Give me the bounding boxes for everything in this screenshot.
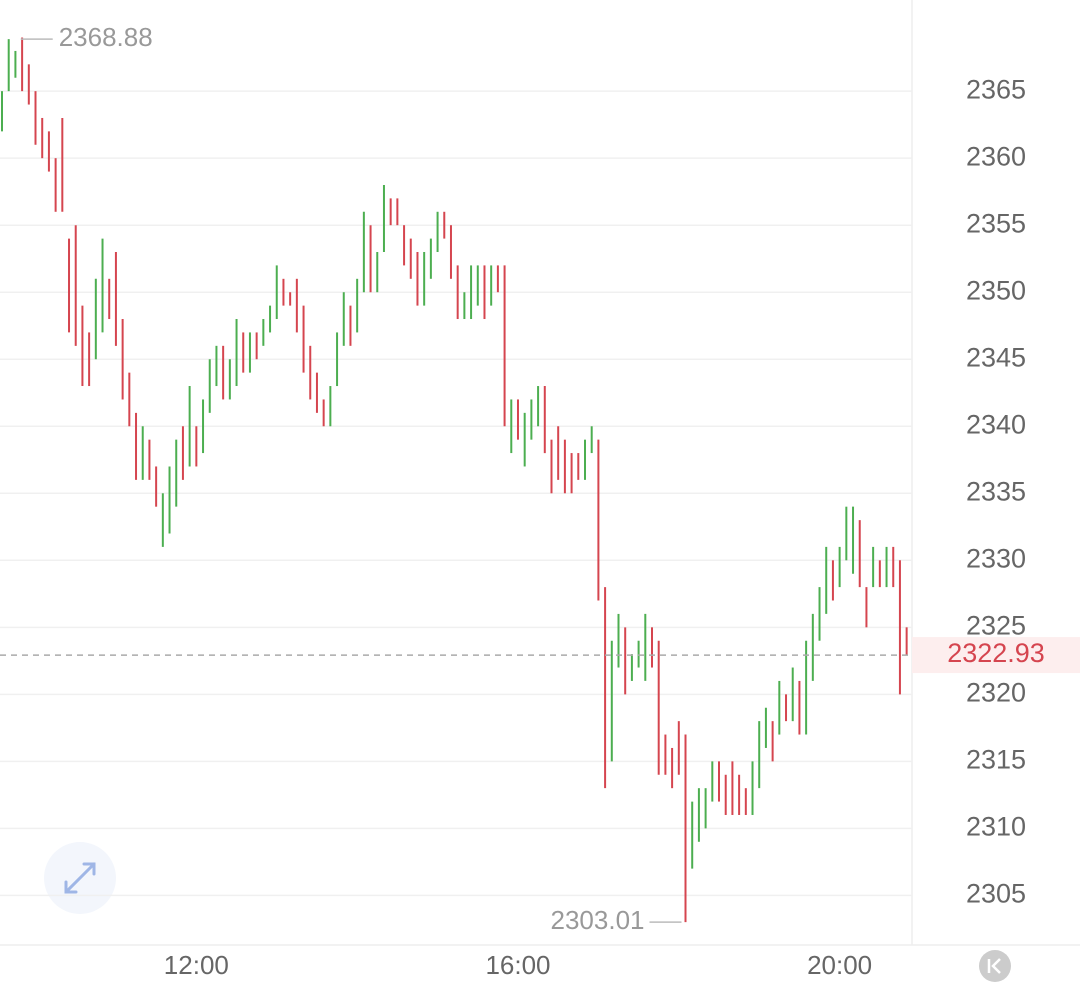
scroll-end-button[interactable] xyxy=(979,950,1011,982)
y-tick-label: 2345 xyxy=(966,342,1026,372)
y-tick-label: 2365 xyxy=(966,74,1026,104)
y-tick-label: 2340 xyxy=(966,409,1026,439)
y-tick-label: 2310 xyxy=(966,812,1026,842)
low-label: 2303.01 xyxy=(551,905,645,935)
y-tick-label: 2350 xyxy=(966,275,1026,305)
grid xyxy=(0,90,912,897)
y-tick-label: 2315 xyxy=(966,744,1026,774)
y-tick-label: 2325 xyxy=(966,610,1026,640)
y-tick-label: 2355 xyxy=(966,208,1026,238)
expand-button[interactable] xyxy=(44,842,116,914)
scroll-end-bg[interactable] xyxy=(979,950,1011,982)
x-tick-label: 12:00 xyxy=(164,950,229,980)
expand-icon[interactable] xyxy=(64,862,96,894)
y-tick-label: 2335 xyxy=(966,476,1026,506)
x-tick-label: 16:00 xyxy=(485,950,550,980)
y-tick-label: 2305 xyxy=(966,879,1026,909)
high-label: 2368.88 xyxy=(59,22,153,52)
last-price-box xyxy=(912,637,1080,674)
last-price-label: 2322.93 xyxy=(947,638,1045,668)
scroll-end-icon[interactable] xyxy=(987,958,1001,974)
y-tick-label: 2360 xyxy=(966,141,1026,171)
labels: 2305 2310 2315 2320 2325 2330 2335 2340 2345 2350… xyxy=(0,22,1080,980)
x-tick-label: 20:00 xyxy=(807,950,872,980)
y-tick-label: 2330 xyxy=(966,543,1026,573)
y-tick-label: 2320 xyxy=(966,677,1026,707)
bars xyxy=(1,37,908,923)
